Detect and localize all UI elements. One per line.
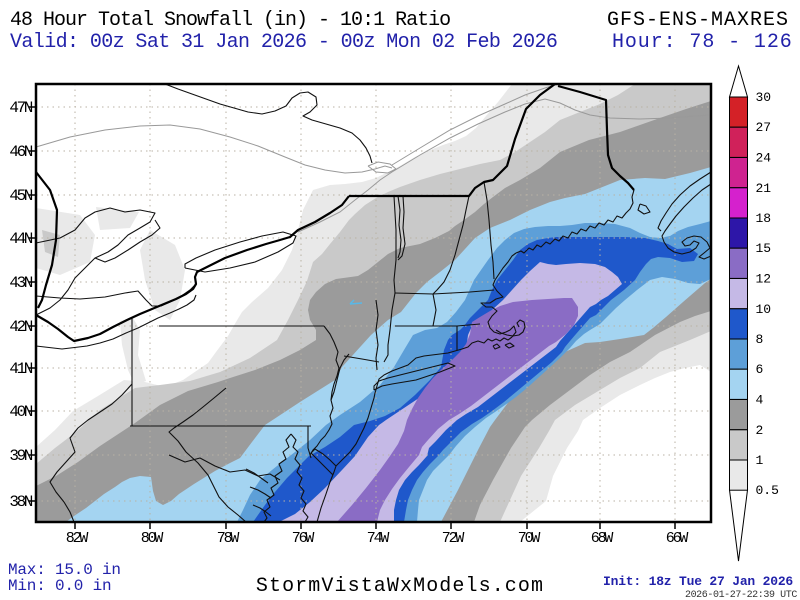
svg-text:66W: 66W bbox=[666, 530, 689, 547]
svg-text:43N: 43N bbox=[9, 274, 32, 292]
svg-text:82W: 82W bbox=[66, 530, 89, 547]
svg-text:70W: 70W bbox=[518, 530, 541, 547]
svg-text:18: 18 bbox=[756, 211, 772, 226]
svg-text:41N: 41N bbox=[9, 360, 32, 378]
svg-text:48 Hour Total Snowfall (in) -: 48 Hour Total Snowfall (in) - 10:1 Ratio bbox=[10, 9, 450, 32]
svg-text:12: 12 bbox=[756, 272, 772, 287]
svg-text:76W: 76W bbox=[292, 530, 315, 547]
svg-text:42N: 42N bbox=[9, 318, 32, 336]
svg-text:StormVistaWxModels.com: StormVistaWxModels.com bbox=[256, 575, 544, 598]
svg-text:2: 2 bbox=[756, 423, 764, 438]
svg-text:47N: 47N bbox=[9, 99, 32, 117]
svg-text:27: 27 bbox=[756, 120, 772, 135]
svg-text:10: 10 bbox=[756, 302, 772, 317]
svg-text:1: 1 bbox=[756, 453, 764, 468]
svg-text:30: 30 bbox=[756, 90, 772, 105]
svg-text:68W: 68W bbox=[591, 530, 614, 547]
svg-text:Valid: 00z Sat 31 Jan 2026 - 0: Valid: 00z Sat 31 Jan 2026 - 00z Mon 02 … bbox=[10, 31, 557, 54]
svg-text:72W: 72W bbox=[442, 530, 465, 547]
svg-text:4: 4 bbox=[756, 393, 764, 408]
svg-text:44N: 44N bbox=[9, 230, 32, 248]
svg-text:6: 6 bbox=[756, 362, 764, 377]
svg-text:15: 15 bbox=[756, 241, 772, 256]
svg-text:38N: 38N bbox=[9, 493, 32, 511]
svg-text:Hour: 78 - 126: Hour: 78 - 126 bbox=[612, 31, 793, 54]
svg-text:45N: 45N bbox=[9, 187, 32, 205]
svg-text:78W: 78W bbox=[217, 530, 240, 547]
svg-text:2026-01-27-22:39 UTC: 2026-01-27-22:39 UTC bbox=[685, 590, 797, 600]
svg-text:80W: 80W bbox=[141, 530, 164, 547]
svg-text:21: 21 bbox=[756, 181, 772, 196]
svg-text:Min: 0.0 in: Min: 0.0 in bbox=[8, 577, 111, 595]
svg-text:Max: 15.0 in: Max: 15.0 in bbox=[8, 561, 121, 579]
svg-text:24: 24 bbox=[756, 151, 772, 166]
svg-text:Init: 18z Tue 27 Jan 2026: Init: 18z Tue 27 Jan 2026 bbox=[603, 574, 793, 589]
svg-text:GFS-ENS-MAXRES: GFS-ENS-MAXRES bbox=[607, 9, 789, 32]
svg-text:0.5: 0.5 bbox=[756, 483, 779, 498]
svg-text:8: 8 bbox=[756, 332, 764, 347]
svg-text:74W: 74W bbox=[367, 530, 390, 547]
svg-text:46N: 46N bbox=[9, 143, 32, 161]
svg-text:40N: 40N bbox=[9, 403, 32, 421]
svg-text:39N: 39N bbox=[9, 447, 32, 465]
